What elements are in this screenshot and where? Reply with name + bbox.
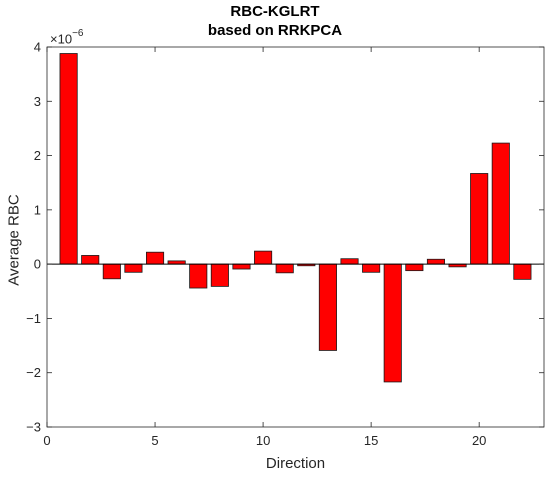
chart-title-line-1: RBC-KGLRT bbox=[230, 3, 320, 20]
y-axis-exponent: ×10−6 bbox=[50, 28, 84, 47]
bar-9 bbox=[232, 263, 251, 270]
y-tick-label: 2 bbox=[34, 148, 41, 163]
y-tick-label: −2 bbox=[26, 365, 41, 380]
x-tick-label: 20 bbox=[472, 433, 486, 448]
x-tick-label: 0 bbox=[43, 433, 50, 448]
y-exponent-power: −6 bbox=[72, 28, 84, 39]
bar-5 bbox=[145, 251, 165, 265]
bar-1 bbox=[59, 53, 78, 265]
bar-17 bbox=[405, 263, 424, 272]
axes-box bbox=[46, 46, 545, 428]
bar-3 bbox=[102, 263, 121, 280]
y-axis-label: Average RBC bbox=[5, 194, 23, 286]
x-tick-label: 15 bbox=[364, 433, 378, 448]
bar-15 bbox=[362, 263, 381, 273]
bar-10 bbox=[254, 250, 273, 265]
bar-16 bbox=[383, 263, 402, 383]
bar-13 bbox=[318, 263, 337, 351]
bar-20 bbox=[470, 173, 489, 265]
x-tick-label: 10 bbox=[256, 433, 270, 448]
y-tick-label: −3 bbox=[26, 420, 41, 435]
y-tick-label: 1 bbox=[34, 202, 41, 217]
bar-8 bbox=[210, 263, 229, 287]
y-exponent-base: ×10 bbox=[50, 31, 73, 47]
plot-area bbox=[47, 47, 544, 427]
y-tick-label: 4 bbox=[34, 40, 41, 55]
bar-18 bbox=[426, 258, 446, 265]
bar-2 bbox=[81, 255, 100, 265]
bar-22 bbox=[513, 263, 532, 280]
x-axis-label: Direction bbox=[265, 455, 326, 472]
y-tick-label: 3 bbox=[34, 94, 41, 109]
y-tick-label: 0 bbox=[34, 257, 41, 272]
bar-7 bbox=[189, 263, 208, 289]
bar-11 bbox=[275, 263, 294, 274]
x-tick-label: 5 bbox=[151, 433, 158, 448]
bar-21 bbox=[491, 142, 510, 265]
bar-14 bbox=[340, 258, 359, 265]
y-tick-label: −1 bbox=[26, 311, 41, 326]
chart-title-line-2: based on RRKPCA bbox=[207, 22, 343, 39]
bar-4 bbox=[124, 263, 143, 273]
